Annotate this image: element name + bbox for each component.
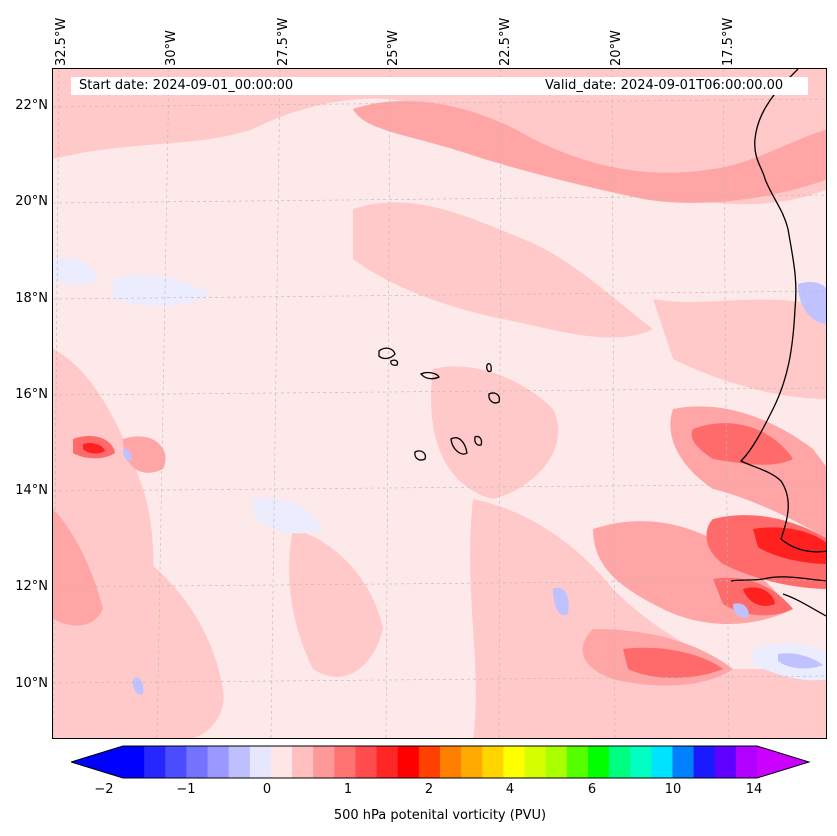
colorbar-tick-minus1: −1	[176, 782, 196, 797]
colorbar-segment	[418, 746, 441, 778]
mid-blue-regions	[123, 282, 826, 695]
colorbar-outline	[71, 745, 811, 779]
colorbar-under-arrow	[71, 746, 123, 778]
colorbar-segment	[376, 746, 399, 778]
colorbar-segment	[334, 746, 356, 778]
guinea-bissau-coastline	[782, 593, 826, 617]
africa-coastline	[739, 69, 826, 553]
island-santiago	[450, 437, 468, 455]
valid-date-label: Valid_date: 2024-09-01T06:00:00.00	[545, 78, 784, 93]
lon-label-27-5w: 27.5°W	[276, 17, 291, 66]
colorbar-segment	[482, 746, 504, 778]
colorbar-segment	[144, 746, 166, 778]
colorbar-segment	[693, 746, 716, 778]
colorbar-segment	[545, 746, 568, 778]
lat-label-12n: 12°N	[15, 579, 48, 594]
island-santo-antao	[378, 347, 396, 360]
colorbar-tick-6: 6	[587, 782, 597, 797]
island-fogo	[414, 450, 427, 461]
colorbar-segment	[123, 746, 145, 778]
colorbar-tick-4: 4	[505, 782, 515, 797]
lat-label-20n: 20°N	[15, 194, 48, 209]
colorbar-tick-10: 10	[664, 782, 682, 797]
colorbar-segment	[165, 746, 187, 778]
graticule	[53, 69, 826, 738]
island-sao-nicolau	[419, 371, 440, 380]
colorbar-segment	[397, 746, 420, 778]
colorbar-segment	[207, 746, 230, 778]
colorbar-tick-2: 2	[424, 782, 434, 797]
colorbar-segment	[651, 746, 673, 778]
lon-label-17-5w: 17.5°W	[721, 17, 736, 66]
colorbar-segment	[609, 746, 631, 778]
colorbar-tick-minus2: −2	[94, 782, 114, 797]
pv-contour-field	[53, 69, 826, 738]
colorbar-over-arrow	[757, 746, 809, 778]
lon-label-32-5w: 32.5°W	[54, 17, 69, 66]
date-info-bar	[71, 77, 808, 95]
colorbar-label: 500 hPa potenital vorticity (PVU)	[333, 808, 547, 823]
colorbar-segment	[186, 746, 209, 778]
pv-map	[52, 68, 827, 739]
colorbar-segment	[249, 746, 272, 778]
colorbar-segment	[440, 746, 462, 778]
lon-label-25w: 25°W	[386, 30, 401, 66]
colorbar-segment	[292, 746, 314, 778]
colorbar-tick-1: 1	[343, 782, 353, 797]
colorbar-segment	[587, 746, 610, 778]
colorbar-segment	[630, 746, 652, 778]
lat-label-16n: 16°N	[15, 387, 48, 402]
colorbar-segment	[714, 746, 737, 778]
cape-verde-islands	[378, 347, 501, 461]
island-boa-vista	[488, 392, 501, 404]
lon-label-30w: 30°W	[164, 30, 179, 66]
lat-label-18n: 18°N	[15, 291, 48, 306]
island-sal	[486, 363, 492, 373]
colorbar-segment	[355, 746, 378, 778]
colorbar-segment	[524, 746, 547, 778]
colorbar-tick-14: 14	[745, 782, 763, 797]
colorbar-tick-0: 0	[262, 782, 272, 797]
colorbar-segment	[270, 746, 293, 778]
start-date-label: Start date: 2024-09-01_00:00:00	[79, 78, 294, 93]
lon-label-20w: 20°W	[609, 30, 624, 66]
lon-label-22-5w: 22.5°W	[498, 17, 513, 66]
colorbar-segment	[228, 746, 251, 778]
island-maio	[474, 435, 483, 446]
deep-red-cores	[83, 442, 826, 606]
lat-label-14n: 14°N	[15, 483, 48, 498]
colorbar-segment	[566, 746, 589, 778]
gambia-guinea-coastline	[730, 576, 826, 582]
colorbar-segment	[313, 746, 335, 778]
colorbar-segment	[503, 746, 526, 778]
colorbar	[71, 745, 811, 779]
colorbar-segment	[735, 746, 758, 778]
colorbar-segment	[672, 746, 695, 778]
lat-label-10n: 10°N	[15, 676, 48, 691]
lat-label-22n: 22°N	[15, 98, 48, 113]
island-sao-vicente	[390, 359, 399, 366]
colorbar-segment	[461, 746, 483, 778]
